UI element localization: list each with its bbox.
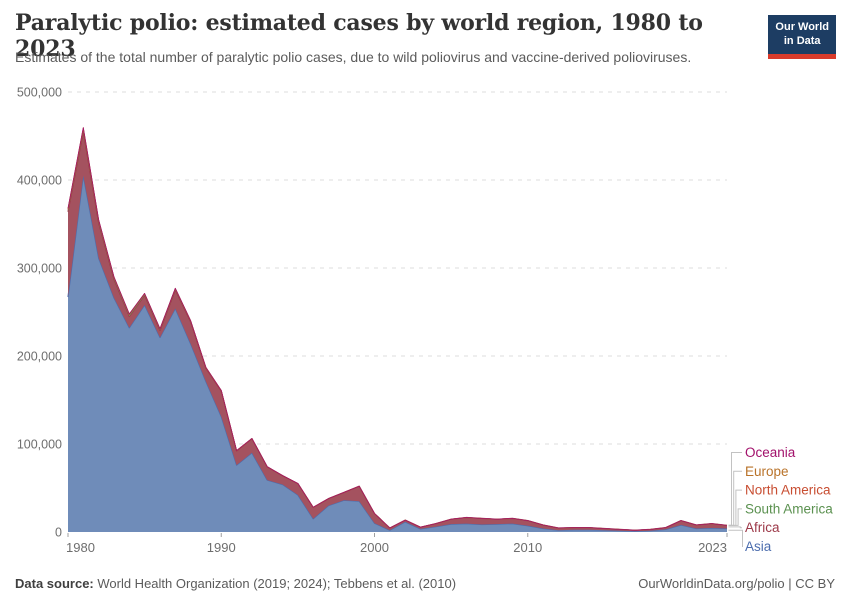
x-tick-label: 2000 [360, 540, 389, 555]
y-axis-labels: 0 100,000 200,000 300,000 400,000 500,000 [17, 86, 62, 540]
y-tick-label: 500,000 [17, 86, 62, 100]
x-tick-label: 1990 [207, 540, 236, 555]
stacked-area-chart[interactable]: 0 100,000 200,000 300,000 400,000 500,000 1980… [0, 80, 850, 568]
owid-logo[interactable]: Our World in Data [768, 15, 836, 59]
data-source-note: Data source: World Health Organization (… [15, 576, 456, 591]
legend-leader-line [728, 529, 743, 547]
y-tick-label: 400,000 [17, 174, 62, 188]
legend-item-europe[interactable]: Europe [745, 464, 789, 479]
legend-leader-line [728, 508, 742, 526]
y-tick-label: 200,000 [17, 350, 62, 364]
legend-item-oceania[interactable]: Oceania [745, 445, 796, 460]
credit-link[interactable]: OurWorldinData.org/polio | CC BY [638, 576, 835, 591]
legend-item-africa[interactable]: Africa [745, 520, 780, 535]
chart-footer: Data source: World Health Organization (… [15, 576, 835, 591]
page-title: Paralytic polio: estimated cases by worl… [15, 10, 703, 63]
chart-subtitle: Estimates of the total number of paralyt… [15, 49, 692, 65]
area-asia [68, 175, 727, 532]
legend-item-south-america[interactable]: South America [745, 501, 833, 516]
area-series [67, 127, 728, 532]
x-tick-label: 2010 [513, 540, 542, 555]
legend-leader-line [728, 526, 742, 529]
line-oceania [67, 127, 728, 531]
data-source-label: Data source: [15, 576, 94, 591]
y-tick-label: 0 [55, 526, 62, 540]
legend-leader-line [728, 489, 742, 526]
legend-item-asia[interactable]: Asia [745, 539, 772, 554]
x-tick-label: 2023 [698, 540, 727, 555]
legend: Oceania Europe North America South America A… [728, 445, 833, 554]
x-axis: 1980 1990 2000 2010 2023 [66, 533, 728, 555]
y-tick-label: 100,000 [17, 438, 62, 452]
owid-logo-line2: in Data [783, 35, 821, 48]
data-source-text: World Health Organization (2019; 2024); … [93, 576, 457, 591]
y-tick-label: 300,000 [17, 262, 62, 276]
x-tick-label: 1980 [66, 540, 95, 555]
legend-leader-line [728, 470, 742, 526]
owid-logo-line1: Our World [775, 21, 829, 33]
chart-canvas[interactable]: 0 100,000 200,000 300,000 400,000 500,000 1980… [0, 80, 850, 568]
legend-leader-line [728, 452, 742, 526]
legend-item-north-america[interactable]: North America [745, 483, 831, 498]
